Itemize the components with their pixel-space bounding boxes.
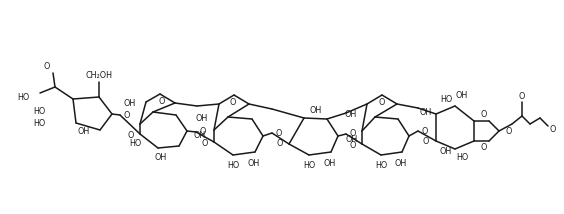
- Text: HO: HO: [34, 119, 46, 128]
- Text: HO: HO: [456, 153, 468, 162]
- Text: O: O: [422, 126, 428, 135]
- Text: O: O: [124, 110, 130, 119]
- Text: OH: OH: [310, 106, 322, 114]
- Text: OH: OH: [324, 159, 336, 168]
- Text: HO: HO: [375, 160, 387, 169]
- Text: OH: OH: [346, 135, 358, 144]
- Text: HO: HO: [130, 140, 142, 149]
- Text: OH: OH: [345, 110, 357, 119]
- Text: O: O: [379, 98, 385, 107]
- Text: O: O: [230, 98, 236, 107]
- Text: HO: HO: [227, 160, 239, 169]
- Text: O: O: [350, 129, 356, 138]
- Text: OH: OH: [194, 131, 206, 141]
- Text: HO: HO: [440, 95, 452, 104]
- Text: OH: OH: [395, 159, 407, 168]
- Text: O: O: [200, 128, 206, 137]
- Text: O: O: [277, 140, 283, 149]
- Text: OH: OH: [456, 91, 468, 100]
- Text: OH: OH: [440, 147, 452, 156]
- Text: OH: OH: [196, 113, 208, 122]
- Text: O: O: [276, 128, 282, 138]
- Text: O: O: [350, 141, 356, 150]
- Text: O: O: [128, 131, 134, 140]
- Text: CH₂OH: CH₂OH: [86, 70, 112, 79]
- Text: HO: HO: [34, 107, 46, 116]
- Text: O: O: [202, 138, 208, 147]
- Text: O: O: [481, 144, 487, 153]
- Text: OH: OH: [155, 153, 167, 162]
- Text: O: O: [505, 126, 512, 135]
- Text: O: O: [519, 92, 525, 101]
- Text: OH: OH: [420, 107, 432, 116]
- Text: O: O: [423, 138, 429, 147]
- Text: OH: OH: [248, 159, 260, 168]
- Text: OH: OH: [124, 98, 136, 107]
- Text: OH: OH: [78, 128, 90, 137]
- Text: O: O: [481, 110, 487, 119]
- Text: HO: HO: [303, 160, 315, 169]
- Text: O: O: [44, 61, 50, 70]
- Text: O: O: [159, 97, 165, 106]
- Text: HO: HO: [17, 92, 29, 101]
- Text: O: O: [550, 125, 556, 134]
